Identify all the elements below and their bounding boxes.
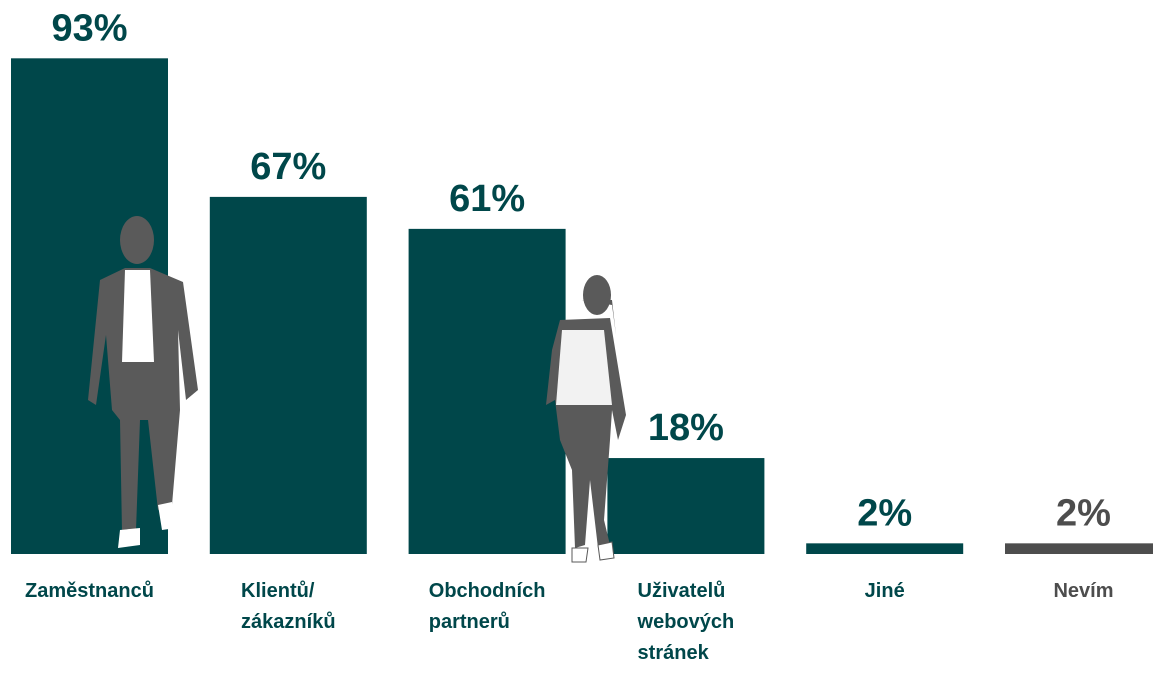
value-label: 2%: [857, 492, 912, 534]
bar: [607, 458, 765, 554]
woman-silhouette: [546, 275, 626, 563]
bar: [806, 543, 964, 554]
man-silhouette: [88, 216, 198, 548]
value-label: 93%: [51, 7, 127, 49]
category-label: Obchodních partnerů: [428, 580, 546, 633]
category-label: Klientů/ zákazníků: [241, 580, 336, 633]
value-label: 2%: [1056, 492, 1111, 534]
category-label: Jiné: [864, 580, 905, 602]
bar: [408, 228, 566, 554]
bar: [209, 196, 367, 554]
category-label: Nevím: [1053, 580, 1114, 602]
category-label: Zaměstnanců: [25, 580, 154, 602]
value-label: 18%: [648, 407, 724, 449]
value-label: 67%: [250, 146, 326, 188]
bar: [1005, 543, 1153, 554]
category-label: Uživatelů webových stránek: [637, 580, 735, 664]
value-label: 61%: [449, 178, 525, 220]
